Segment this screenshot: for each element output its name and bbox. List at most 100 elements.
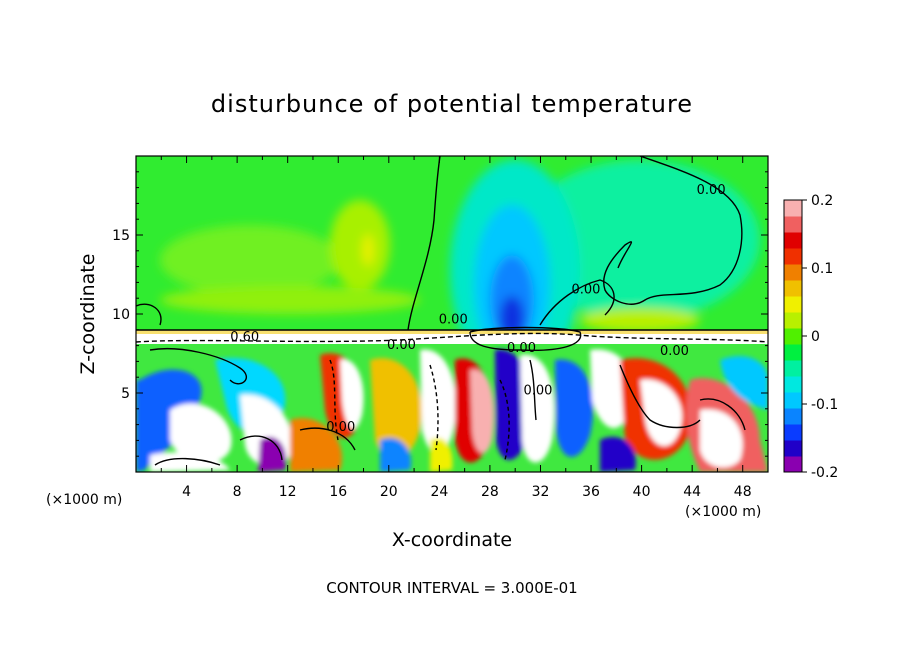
contour-zero-plume [539,279,615,326]
x-tick-label-48: 48 [734,484,752,500]
field-eddy-22 [380,438,411,472]
y-axis: 5 10 15 [112,171,768,457]
contour-eddy-f [154,457,221,466]
field-warm-band [160,286,420,314]
contour-zero-top-right [603,156,743,305]
contour-label-3: 0.00 [439,312,468,327]
field-eddy-23 [430,437,453,472]
field-cool-region-right [520,160,760,320]
x-tick-label-8: 8 [233,484,242,500]
x-tick-label-44: 44 [683,484,701,500]
x-tick-label-4: 4 [182,484,191,500]
field-warm-core [362,234,374,266]
field-warm-patch-left [160,225,340,295]
colorbar-tick-label-4: 0.2 [811,193,833,209]
colorbar-swatch-0 [784,456,802,473]
x-tick-label-12: 12 [279,484,297,500]
contour-eddy-a [149,348,247,385]
field-eddy-25 [258,436,286,472]
colorbar-swatch-10 [784,296,802,313]
field-eddy-21 [150,452,230,472]
y-tick-label-15: 15 [112,228,130,244]
colorbar-swatch-15 [784,216,802,233]
field-eddy-7 [340,359,364,430]
colorbar-swatch-5 [784,376,802,393]
colorbar-swatch-3 [784,408,802,425]
field-cool-plume-core [500,296,524,340]
colorbar-swatch-2 [784,424,802,441]
field-eddy-1 [136,369,202,472]
x-tick-label-36: 36 [582,484,600,500]
x-tick-label-28: 28 [481,484,499,500]
field-eddy-9 [420,349,456,454]
colorbar-swatch-16 [784,200,802,217]
chart-title: disturbunce of potential temperature [211,90,693,118]
contour-label-9: 0.00 [326,420,355,435]
field-eddy-8 [370,358,422,460]
colorbar-swatches [784,200,802,473]
colorbar: -0.2 -0.1 0 0.1 0.2 [783,193,838,481]
x-axis: 4 8 12 16 20 24 28 32 36 40 44 48 [160,156,752,500]
contour-eddy-e [619,364,701,429]
y-axis-label: Z-coordinate [77,254,99,375]
contour-eddy-b [329,359,339,441]
field-eddy-20 [720,356,768,410]
colorbar-swatch-8 [784,328,802,345]
colorbar-swatch-7 [784,344,802,361]
contour-label-4: 0.60 [230,330,259,345]
contour-eddy-d [529,359,537,421]
contour-eddy-j [239,435,283,461]
contour-label-2: 0.00 [572,282,601,297]
x-axis-label: X-coordinate [392,529,512,551]
colorbar-tick-label-2: 0 [811,329,820,345]
contour-label-7: 0.00 [660,344,689,359]
field-eddy-24 [600,436,636,472]
y-tick-label-5: 5 [121,386,130,402]
field-inversion-white [136,334,768,344]
colorbar-swatch-4 [784,392,802,409]
contour-zero-main [407,156,441,331]
field-lower-structures [136,349,768,472]
colorbar-swatch-9 [784,312,802,329]
contour-label-5: 0.00 [387,338,416,353]
colorbar-swatch-1 [784,440,802,457]
contour-eddy-i [699,398,746,431]
field-eddy-14 [555,359,594,457]
field-eddy-2 [170,403,232,464]
x-unit-left: (×1000 m) [46,492,122,508]
x-tick-label-16: 16 [329,484,347,500]
contour-eddy-c [429,364,439,451]
x-tick-label-32: 32 [532,484,550,500]
plot-area: 0.00 0.00 0.00 0.60 0.00 0.00 0.00 0.00 0.00 [136,156,768,472]
contour-interval-note: CONTOUR INTERVAL = 3.000E-01 [326,579,577,597]
colorbar-swatch-14 [784,232,802,249]
contour-inversion-crest [469,326,582,352]
contour-label-8: 0.00 [523,384,552,399]
field-eddy-17 [640,379,683,447]
contour-label-1: 0.00 [697,183,726,198]
x-tick-label-20: 20 [380,484,398,500]
colorbar-swatch-6 [784,360,802,377]
contour-eddy-g [299,427,356,451]
x-unit-right: (×1000 m) [685,504,761,520]
contour-lines [136,156,768,466]
field-eddy-13 [520,354,555,463]
contour-labels: 0.00 0.00 0.00 0.60 0.00 0.00 0.00 0.00 0.00 [230,183,725,435]
colorbar-swatch-13 [784,248,802,265]
contour-label-6: 0.00 [507,341,536,356]
contour-zero-left [136,303,162,326]
x-tick-label-24: 24 [430,484,448,500]
colorbar-swatch-12 [784,264,802,281]
y-tick-label-10: 10 [112,307,130,323]
colorbar-tick-label-3: 0.1 [811,261,833,277]
field-upper-structures [160,160,760,380]
field-eddy-5 [290,418,342,472]
colorbar-ticks: -0.2 -0.1 0 0.1 0.2 [802,193,838,481]
field-warm-patch-far-right [580,308,700,332]
colorbar-swatch-11 [784,280,802,297]
contour-eddy-h [499,379,510,461]
x-tick-label-40: 40 [633,484,651,500]
colorbar-tick-label-1: -0.1 [811,397,838,413]
field-warm-patch-center [330,200,390,290]
